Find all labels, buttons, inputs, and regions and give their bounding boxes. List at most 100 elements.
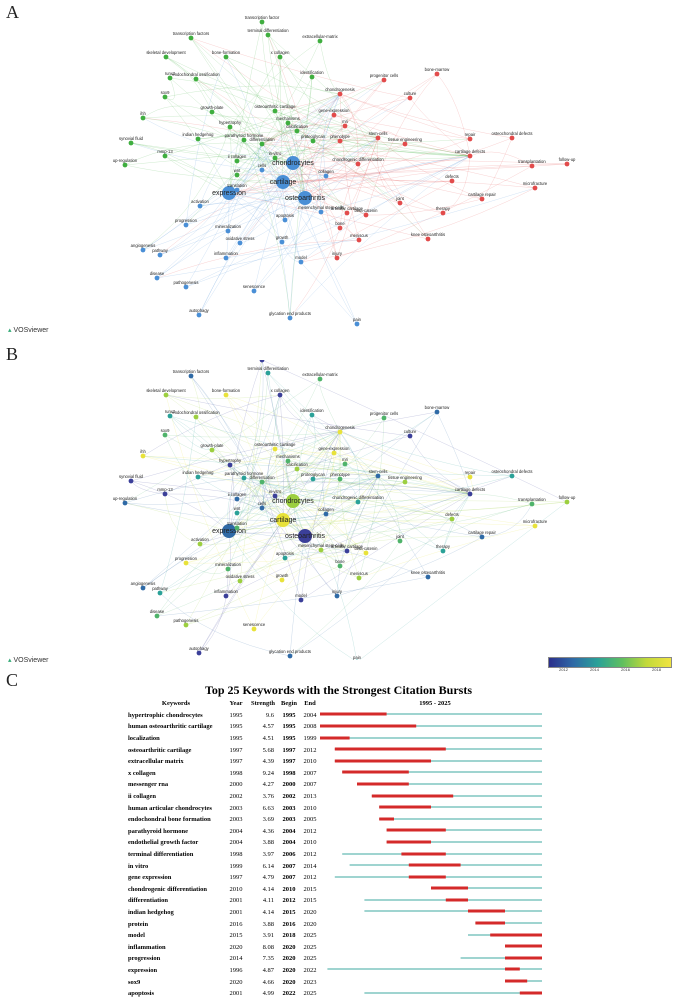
network-node (295, 467, 300, 472)
network-label: parathyroid hormone (225, 133, 264, 138)
year-cell: 2014 (224, 953, 248, 965)
network-label: skeletal development (146, 388, 186, 393)
network-node (158, 253, 163, 258)
network-label: bone (335, 559, 345, 564)
network-label: runx2 (165, 71, 176, 76)
end-cell: 2013 (300, 791, 320, 803)
network-node (480, 535, 485, 540)
year-cell: 2015 (224, 930, 248, 942)
network-node (235, 159, 240, 164)
burst-bar (505, 945, 542, 948)
network-node (235, 188, 240, 193)
burst-bar (335, 748, 446, 751)
burst-timeline (320, 955, 542, 961)
network-node (235, 173, 240, 178)
burst-bar (387, 829, 446, 832)
network-label: meniscus (350, 571, 368, 576)
network-node (382, 78, 387, 83)
network-node (345, 211, 350, 216)
network-label: follow-up (559, 495, 576, 500)
network-label: cartilage (270, 179, 297, 186)
network-label: growth-plate (200, 443, 224, 448)
network-label: bone-marrow (425, 67, 451, 72)
network-label: cartilage defects (455, 487, 486, 492)
colorbar-ticks: 2012 2014 2016 2018 (548, 667, 672, 672)
network-label: oxidative stress (226, 574, 255, 579)
end-cell: 2023 (300, 976, 320, 988)
timeline-line (320, 737, 542, 738)
network-label: activation (191, 537, 209, 542)
begin-cell: 2004 (278, 826, 300, 838)
network-label: tissue engineering (388, 137, 423, 142)
year-cell: 2003 (224, 802, 248, 814)
timeline-cell (320, 918, 550, 930)
network-node (338, 226, 343, 231)
begin-cell: 2020 (278, 953, 300, 965)
burst-timeline (320, 862, 542, 868)
timeline-line (364, 911, 542, 912)
burst-timeline (320, 920, 542, 926)
network-label: progression (175, 556, 198, 561)
network-node (224, 256, 229, 261)
strength-cell: 3.88 (248, 837, 278, 849)
network-node (235, 497, 240, 502)
network-node (184, 285, 189, 290)
burst-timeline (320, 908, 542, 914)
network-node (278, 393, 283, 398)
keyword-cell: x collagen (128, 768, 224, 780)
network-edge (443, 494, 470, 551)
keyword-cell: apoptosis (128, 988, 224, 999)
burst-timeline (320, 769, 542, 775)
timeline-cell (320, 710, 550, 722)
strength-cell: 3.91 (248, 930, 278, 942)
year-cell: 2002 (224, 791, 248, 803)
network-label: sox9 (161, 90, 171, 95)
keyword-cell: human articular chondrocytes (128, 802, 224, 814)
network-label: apoptosis (276, 551, 294, 556)
network-label: knee osteoarthritis (411, 570, 445, 575)
begin-cell: 2012 (278, 895, 300, 907)
network-edge (166, 395, 280, 399)
burst-bar (320, 713, 387, 716)
network-node (163, 433, 168, 438)
network-node (408, 96, 413, 101)
strength-cell: 4.87 (248, 965, 278, 977)
col-end: End (300, 698, 320, 710)
network-node (338, 430, 343, 435)
network-node (283, 218, 288, 223)
network-label: mineralization (215, 224, 242, 229)
colorbar-tick: 2014 (590, 667, 599, 672)
network-label: mesenchymal stem cells (298, 205, 344, 210)
begin-cell: 2002 (278, 791, 300, 803)
network-label: transplantation (518, 497, 546, 502)
timeline-cell (320, 872, 550, 884)
network-label: beta-catenin (354, 546, 378, 551)
keyword-cell: parathyroid hormone (128, 826, 224, 838)
network-label: chondrogenesis (325, 425, 355, 430)
network-node (435, 72, 440, 77)
network-node (335, 594, 340, 599)
network-label: extracellular-matrix (302, 372, 338, 377)
network-label: model (295, 255, 306, 260)
burst-timeline (320, 816, 542, 822)
timeline-cell (320, 930, 550, 942)
end-cell: 2015 (300, 884, 320, 896)
keyword-cell: endochondral bone formation (128, 814, 224, 826)
network-node (242, 476, 247, 481)
network-label: bone-marrow (425, 405, 451, 410)
network-label: chondrogenesis (325, 87, 355, 92)
network-node (141, 248, 146, 253)
network-node (141, 454, 146, 459)
network-label: pathway (152, 586, 169, 591)
end-cell: 2014 (300, 860, 320, 872)
burst-timeline (320, 943, 542, 949)
network-node (426, 575, 431, 580)
strength-cell: 3.76 (248, 791, 278, 803)
network-label: culture (404, 429, 417, 434)
